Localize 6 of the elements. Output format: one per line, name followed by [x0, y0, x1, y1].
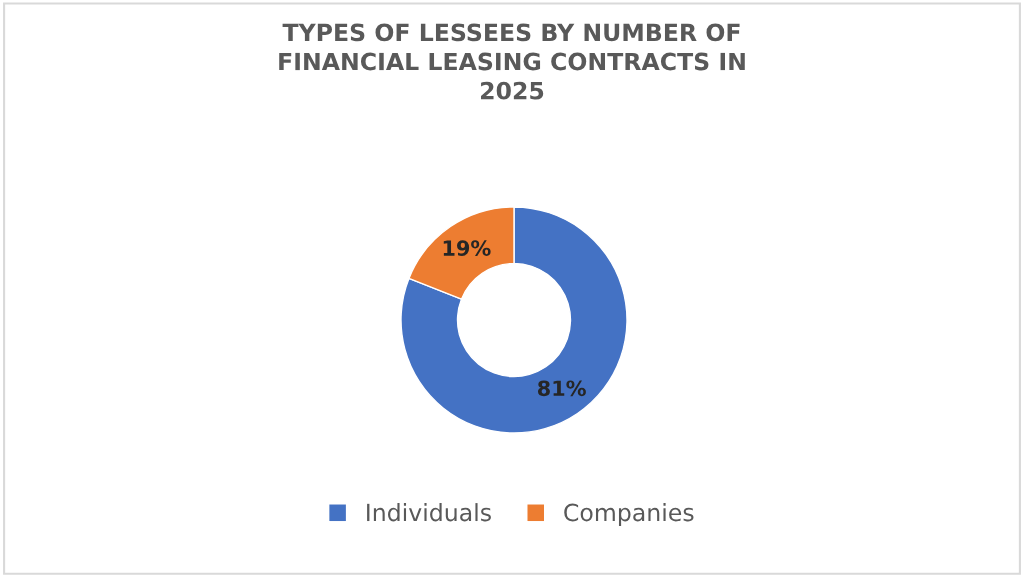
donut-slice	[400, 206, 628, 434]
data-label: 81%	[537, 380, 586, 397]
legend-label: Companies	[564, 503, 694, 526]
chart-title: TYPES OF LESSEES BY NUMBER OF FINANCIAL LEASING CONTRACTS IN 2025	[279, 23, 745, 100]
data-label: 19%	[443, 240, 491, 256]
legend-label: Individuals	[367, 503, 491, 522]
